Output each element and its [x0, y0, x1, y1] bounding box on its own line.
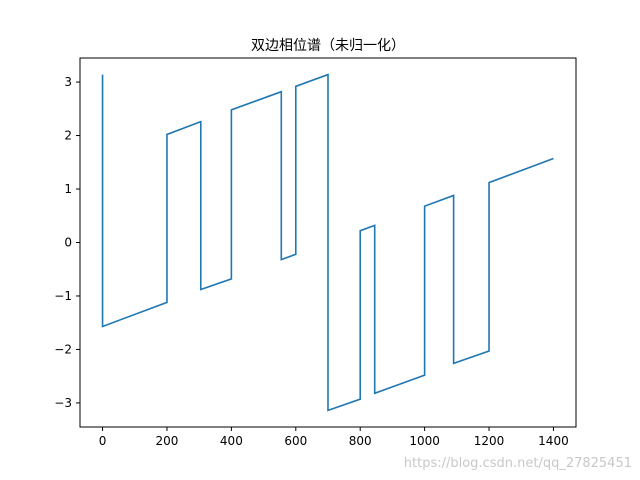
- x-tick-label: 800: [349, 434, 372, 448]
- x-tick-label: 0: [99, 434, 107, 448]
- series-layer: [101, 73, 554, 412]
- y-tick-label: 2: [64, 129, 72, 143]
- y-tick-label: −3: [54, 396, 72, 410]
- x-tick-label: 200: [156, 434, 179, 448]
- chart-title: 双边相位谱（未归一化）: [251, 37, 405, 54]
- series-line-0: [101, 73, 554, 412]
- x-tick-label: 1400: [538, 434, 569, 448]
- y-tick-label: 3: [64, 75, 72, 89]
- y-tick-label: 1: [64, 182, 72, 196]
- y-tick-label: −1: [54, 289, 72, 303]
- x-tick-label: 1000: [409, 434, 440, 448]
- y-axis: 3 2 1 0 −1 −2 −3: [54, 75, 80, 410]
- x-tick-label: 400: [220, 434, 243, 448]
- y-tick-label: 0: [64, 236, 72, 250]
- y-tick-label: −2: [54, 342, 72, 356]
- plot-frame: [79, 57, 577, 428]
- x-tick-label: 1200: [474, 434, 505, 448]
- x-tick-label: 600: [284, 434, 307, 448]
- watermark: https://blog.csdn.net/qq_27825451: [404, 456, 632, 471]
- x-axis: 0 200 400 600 800 1000 1200 1400: [99, 427, 569, 448]
